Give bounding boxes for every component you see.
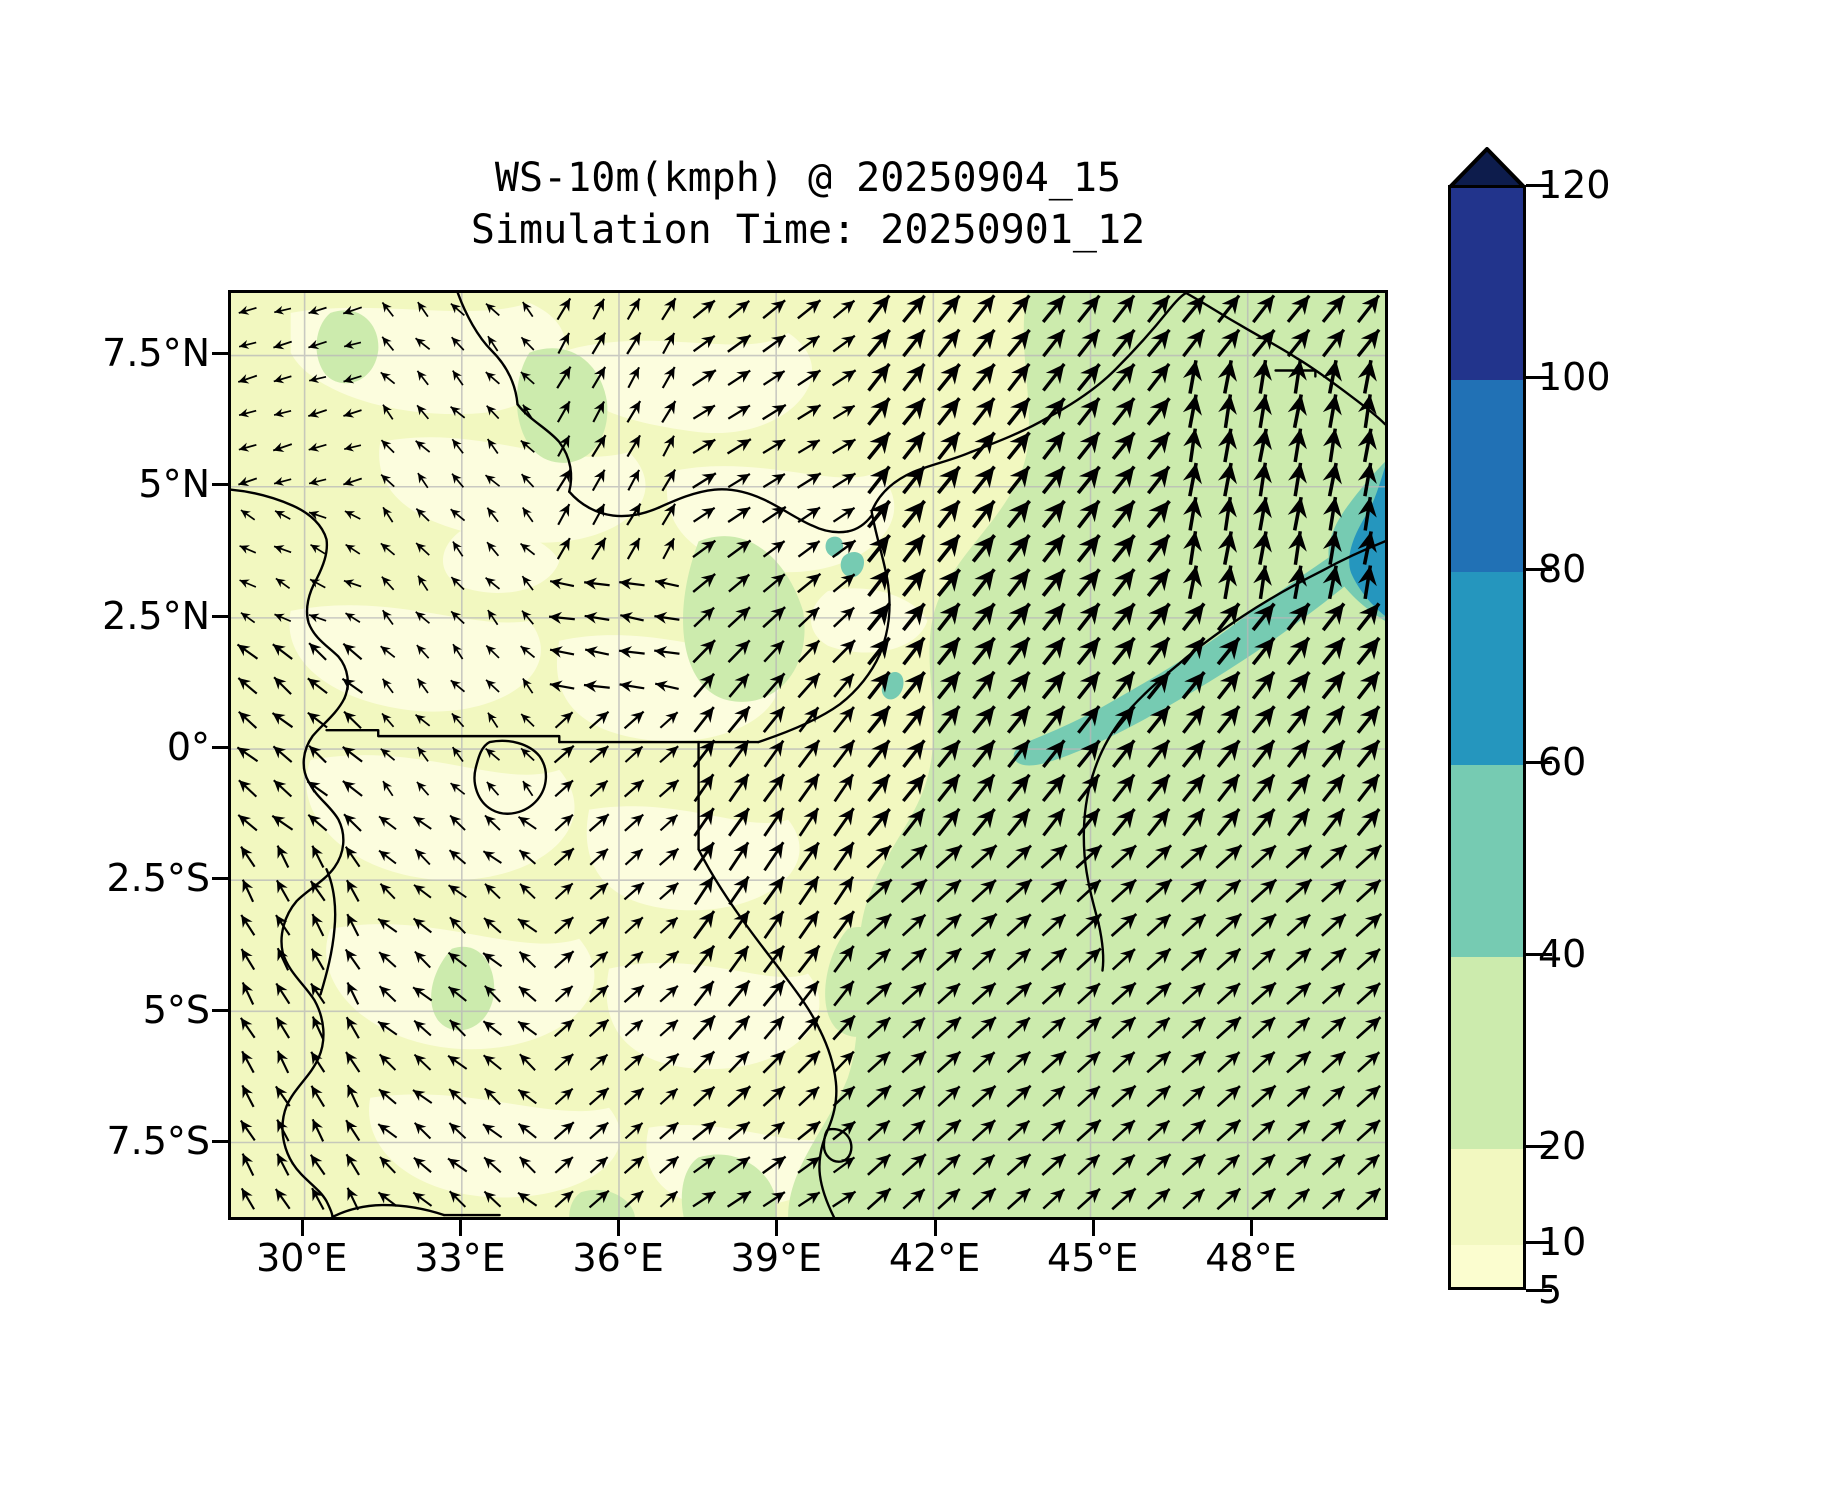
x-tick-mark-1 bbox=[459, 1220, 462, 1236]
x-tick-label-1: 33°E bbox=[414, 1236, 506, 1280]
colorbar-band-60-80 bbox=[1451, 572, 1523, 765]
x-tick-mark-4 bbox=[933, 1220, 937, 1236]
colorbar-band-5-10 bbox=[1451, 1244, 1523, 1287]
colorbar-tick-mark-1 bbox=[1526, 376, 1552, 380]
y-tick-label-0: 7.5°N bbox=[102, 331, 210, 376]
x-tick-mark-3 bbox=[775, 1220, 779, 1236]
x-tick-mark-6 bbox=[1249, 1220, 1253, 1236]
y-tick-mark-4 bbox=[212, 877, 228, 881]
title-line-1: WS-10m(kmph) @ 20250904_15 bbox=[494, 155, 1122, 201]
colorbar-extend-arrow bbox=[1448, 147, 1526, 189]
y-tick-mark-0 bbox=[212, 352, 228, 356]
colorbar-tick-mark-6 bbox=[1526, 1240, 1552, 1244]
y-tick-label-3: 0° bbox=[166, 725, 210, 770]
colorbar-band-100-120 bbox=[1451, 188, 1523, 381]
colorbar-tick-mark-2 bbox=[1526, 568, 1552, 572]
colorbar-tick-mark-7 bbox=[1526, 1289, 1552, 1292]
colorbar-tick-mark-0 bbox=[1526, 184, 1552, 187]
y-tick-label-2: 2.5°N bbox=[102, 593, 210, 638]
colorbar[interactable] bbox=[1448, 185, 1526, 1290]
y-tick-label-4: 2.5°S bbox=[106, 856, 210, 901]
x-tick-mark-2 bbox=[617, 1220, 621, 1236]
colorbar-band-20-40 bbox=[1451, 956, 1523, 1149]
wind-speed-map bbox=[231, 293, 1385, 1217]
colorbar-tick-mark-5 bbox=[1526, 1144, 1552, 1148]
y-tick-label-5: 5°S bbox=[142, 987, 210, 1032]
x-tick-label-5: 45°E bbox=[1047, 1236, 1139, 1280]
chart-title: WS-10m(kmph) @ 20250904_15 Simulation Ti… bbox=[228, 152, 1388, 256]
x-tick-label-0: 30°E bbox=[256, 1236, 348, 1280]
title-line-2: Simulation Time: 20250901_12 bbox=[470, 207, 1146, 253]
x-tick-mark-5 bbox=[1091, 1220, 1095, 1236]
colorbar-tick-mark-4 bbox=[1526, 952, 1552, 956]
x-tick-label-4: 42°E bbox=[888, 1236, 981, 1280]
y-tick-label-6: 7.5°S bbox=[106, 1119, 210, 1164]
colorbar-band-80-100 bbox=[1451, 380, 1523, 573]
wind-vectors bbox=[236, 294, 1383, 1211]
country-borders bbox=[231, 293, 1385, 1217]
colorbar-band-40-60 bbox=[1451, 764, 1523, 957]
x-tick-label-6: 48°E bbox=[1205, 1236, 1297, 1280]
x-tick-label-3: 39°E bbox=[730, 1236, 823, 1280]
y-tick-mark-5 bbox=[212, 1008, 228, 1012]
y-tick-mark-2 bbox=[212, 614, 228, 618]
colorbar-tick-mark-3 bbox=[1526, 760, 1552, 764]
y-tick-label-1: 5°N bbox=[138, 462, 210, 507]
x-tick-label-2: 36°E bbox=[572, 1236, 664, 1280]
x-tick-mark-0 bbox=[300, 1220, 304, 1236]
y-tick-mark-1 bbox=[212, 483, 228, 487]
y-tick-mark-6 bbox=[212, 1140, 228, 1144]
map-axes bbox=[228, 290, 1388, 1220]
colorbar-band-10-20 bbox=[1451, 1148, 1523, 1245]
y-tick-mark-3 bbox=[212, 746, 228, 750]
